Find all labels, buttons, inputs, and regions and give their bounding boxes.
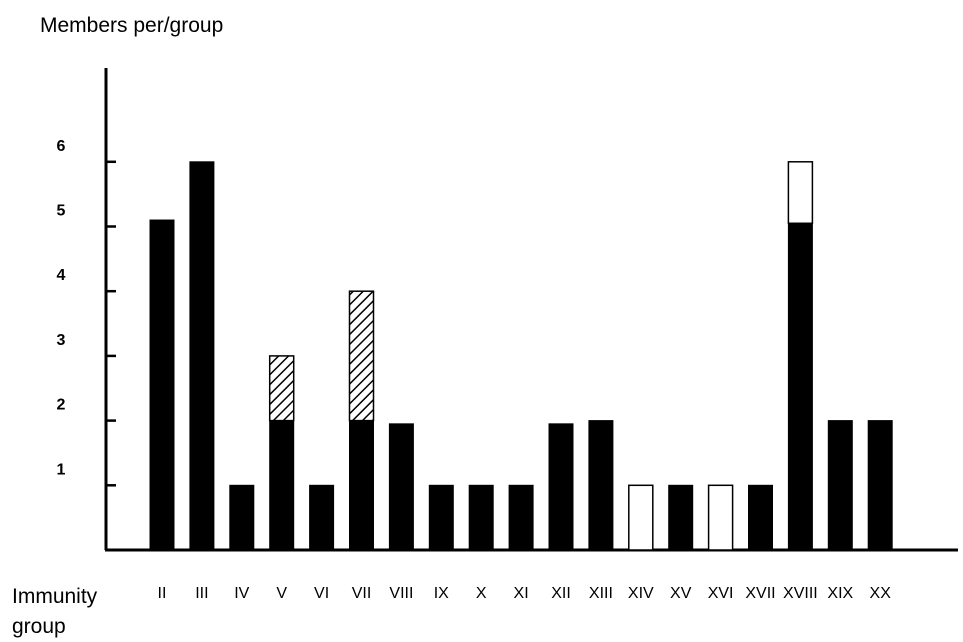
y-tick-label: 3 — [57, 332, 66, 349]
y-tick-label: 1 — [57, 461, 66, 478]
bar-solid-IX — [428, 484, 454, 551]
bar-solid-XVIII — [787, 222, 813, 551]
x-tick-label: IX — [434, 585, 449, 602]
y-tick-label: 2 — [57, 397, 66, 414]
x-tick-label: XVII — [745, 585, 775, 602]
bar-solid-XIII — [588, 420, 614, 551]
x-tick-label: XVIII — [783, 585, 818, 602]
bar-solid-XI — [508, 484, 534, 551]
y-ticks: 1 2 3 4 5 6 — [57, 138, 116, 487]
x-tick-label: XI — [514, 585, 529, 602]
y-axis-label: Members per/group — [40, 14, 224, 37]
bar-open-XVIII — [787, 161, 814, 225]
x-ticks: II III IV V VI VII VIII IX X XI XII XIII XIV XV XVI XVI… — [158, 585, 892, 602]
y-tick-label: 6 — [57, 138, 66, 155]
x-tick-label: XIV — [628, 585, 654, 602]
x-tick-label: II — [158, 585, 167, 602]
x-tick-label: XV — [670, 585, 692, 602]
bar-solid-XIX — [827, 420, 853, 551]
x-tick-label: XX — [870, 585, 892, 602]
x-tick-label: III — [195, 585, 208, 602]
x-tick-label: XVI — [708, 585, 734, 602]
bar-solid-XX — [867, 420, 893, 551]
x-tick-label: IV — [234, 585, 249, 602]
x-tick-label: XII — [551, 585, 571, 602]
y-tick-label: 4 — [57, 267, 66, 284]
x-tick-label: XIX — [827, 585, 853, 602]
bar-solid-IV — [229, 484, 255, 551]
bars — [149, 161, 893, 551]
x-tick-label: V — [276, 585, 287, 602]
bar-solid-VI — [309, 484, 335, 551]
bar-solid-XII — [548, 423, 574, 551]
bar-solid-X — [468, 484, 494, 551]
x-tick-label: X — [476, 585, 487, 602]
bar-hatched-V — [268, 355, 295, 422]
x-tick-label: VII — [352, 585, 372, 602]
bar-open-XIV — [628, 484, 654, 551]
bar-solid-XVII — [748, 484, 773, 551]
bar-solid-V — [269, 420, 295, 551]
bar-solid-VIII — [388, 423, 414, 551]
bar-open-XVI — [707, 484, 734, 551]
x-tick-label: VI — [314, 585, 329, 602]
bar-solid-VII — [349, 420, 374, 551]
x-axis-label: Immunity group — [12, 585, 98, 638]
bar-hatched-VII — [348, 290, 375, 422]
bar-solid-II — [149, 219, 175, 551]
y-tick-label: 5 — [57, 203, 66, 220]
bar-solid-XV — [668, 484, 694, 551]
x-tick-label: XIII — [589, 585, 613, 602]
bar-solid-III — [189, 161, 215, 551]
x-tick-label: VIII — [389, 585, 413, 602]
